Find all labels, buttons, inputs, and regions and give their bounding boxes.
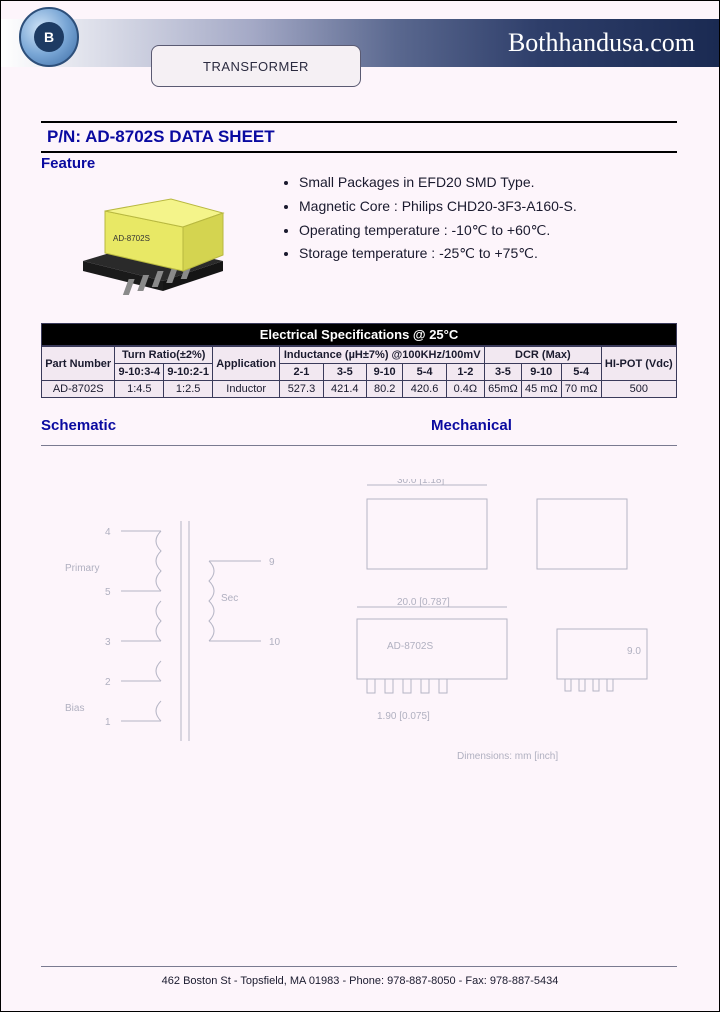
pin-1: 1 (105, 717, 111, 728)
logo-letter: B (34, 22, 64, 52)
td-dcr2: 45 mΩ (521, 381, 561, 398)
th-part: Part Number (42, 347, 115, 381)
th-dcr3: 5-4 (561, 364, 601, 381)
td-part: AD-8702S (42, 381, 115, 398)
mech-note: Dimensions: mm [inch] (457, 751, 558, 762)
schematic-primary: Primary (65, 563, 99, 574)
td-tr1: 1:4.5 (115, 381, 164, 398)
th-inductance: Inductance (µH±7%) @100KHz/100mV (280, 347, 485, 364)
th-dcr1: 3-5 (485, 364, 522, 381)
th-ind5: 1-2 (446, 364, 484, 381)
pin-3: 3 (105, 637, 111, 648)
part-number-title: P/N: AD-8702S DATA SHEET (47, 127, 275, 146)
mech-pitch: 1.90 [0.075] (377, 711, 430, 722)
feature-item: Magnetic Core : Philips CHD20-3F3-A160-S… (299, 195, 677, 219)
th-ind4: 5-4 (403, 364, 446, 381)
th-ind3: 9-10 (366, 364, 402, 381)
transformer-illustration: AD-8702S (63, 171, 243, 301)
footer-divider (41, 966, 677, 967)
component-label: AD-8702S (113, 234, 150, 243)
mech-width: 20.0 [0.787] (397, 597, 450, 608)
feature-item: Small Packages in EFD20 SMD Type. (299, 171, 677, 195)
td-ind1: 527.3 (280, 381, 323, 398)
th-tr2: 9-10:2-1 (164, 364, 213, 381)
part-number-bar: P/N: AD-8702S DATA SHEET (41, 121, 677, 153)
footer-text: 462 Boston St - Topsfield, MA 01983 - Ph… (1, 975, 719, 987)
mechanical-drawing: 30.0 [1.18] AD-8702S 20.0 [0.787] 9.0 1.… (337, 479, 677, 809)
td-ind3: 80.2 (366, 381, 402, 398)
section-labels: Schematic Mechanical (41, 417, 677, 434)
td-tr2: 1:2.5 (164, 381, 213, 398)
mech-height: 9.0 (627, 646, 641, 657)
td-ind2: 421.4 (323, 381, 366, 398)
pin-5: 5 (105, 587, 111, 598)
td-ind4: 420.6 (403, 381, 446, 398)
feature-item: Storage temperature : -25℃ to +75℃. (299, 242, 677, 266)
schematic-sec: Sec (221, 593, 238, 604)
mech-part-label: AD-8702S (387, 641, 433, 652)
features-list: Small Packages in EFD20 SMD Type. Magnet… (279, 171, 677, 266)
brand-text: Bothhandusa.com (508, 28, 695, 58)
category-tab: TRANSFORMER (151, 45, 361, 87)
td-dcr3: 70 mΩ (561, 381, 601, 398)
td-hipot: 500 (601, 381, 676, 398)
th-dcr2: 9-10 (521, 364, 561, 381)
pin-2: 2 (105, 677, 111, 688)
spec-table-title: Electrical Specifications @ 25°C (41, 323, 677, 346)
td-dcr1: 65mΩ (485, 381, 522, 398)
schematic-heading: Schematic (41, 417, 431, 434)
section-divider (41, 445, 677, 446)
mechanical-heading: Mechanical (431, 417, 512, 434)
th-turnratio: Turn Ratio(±2%) (115, 347, 213, 364)
th-ind2: 3-5 (323, 364, 366, 381)
th-ind1: 2-1 (280, 364, 323, 381)
schematic-bias: Bias (65, 703, 84, 714)
feature-item: Operating temperature : -10℃ to +60℃. (299, 219, 677, 243)
table-row: AD-8702S 1:4.5 1:2.5 Inductor 527.3 421.… (42, 381, 677, 398)
td-ind5: 0.4Ω (446, 381, 484, 398)
th-application: Application (213, 347, 280, 381)
pin-9: 9 (269, 557, 275, 568)
th-hipot: HI-POT (Vdc) (601, 347, 676, 381)
schematic-diagram: 4 5 3 2 1 9 10 Primary Bias Sec (61, 511, 341, 761)
th-tr1: 9-10:3-4 (115, 364, 164, 381)
mech-topdim: 30.0 [1.18] (397, 479, 444, 486)
spec-table: Part Number Turn Ratio(±2%) Application … (41, 346, 677, 398)
pin-10: 10 (269, 637, 281, 648)
th-dcr: DCR (Max) (485, 347, 602, 364)
spec-table-container: Electrical Specifications @ 25°C Part Nu… (41, 323, 677, 398)
tab-label: TRANSFORMER (203, 59, 309, 74)
feature-heading: Feature (41, 155, 95, 172)
pin-4: 4 (105, 527, 111, 538)
company-logo: B (19, 7, 79, 67)
td-application: Inductor (213, 381, 280, 398)
